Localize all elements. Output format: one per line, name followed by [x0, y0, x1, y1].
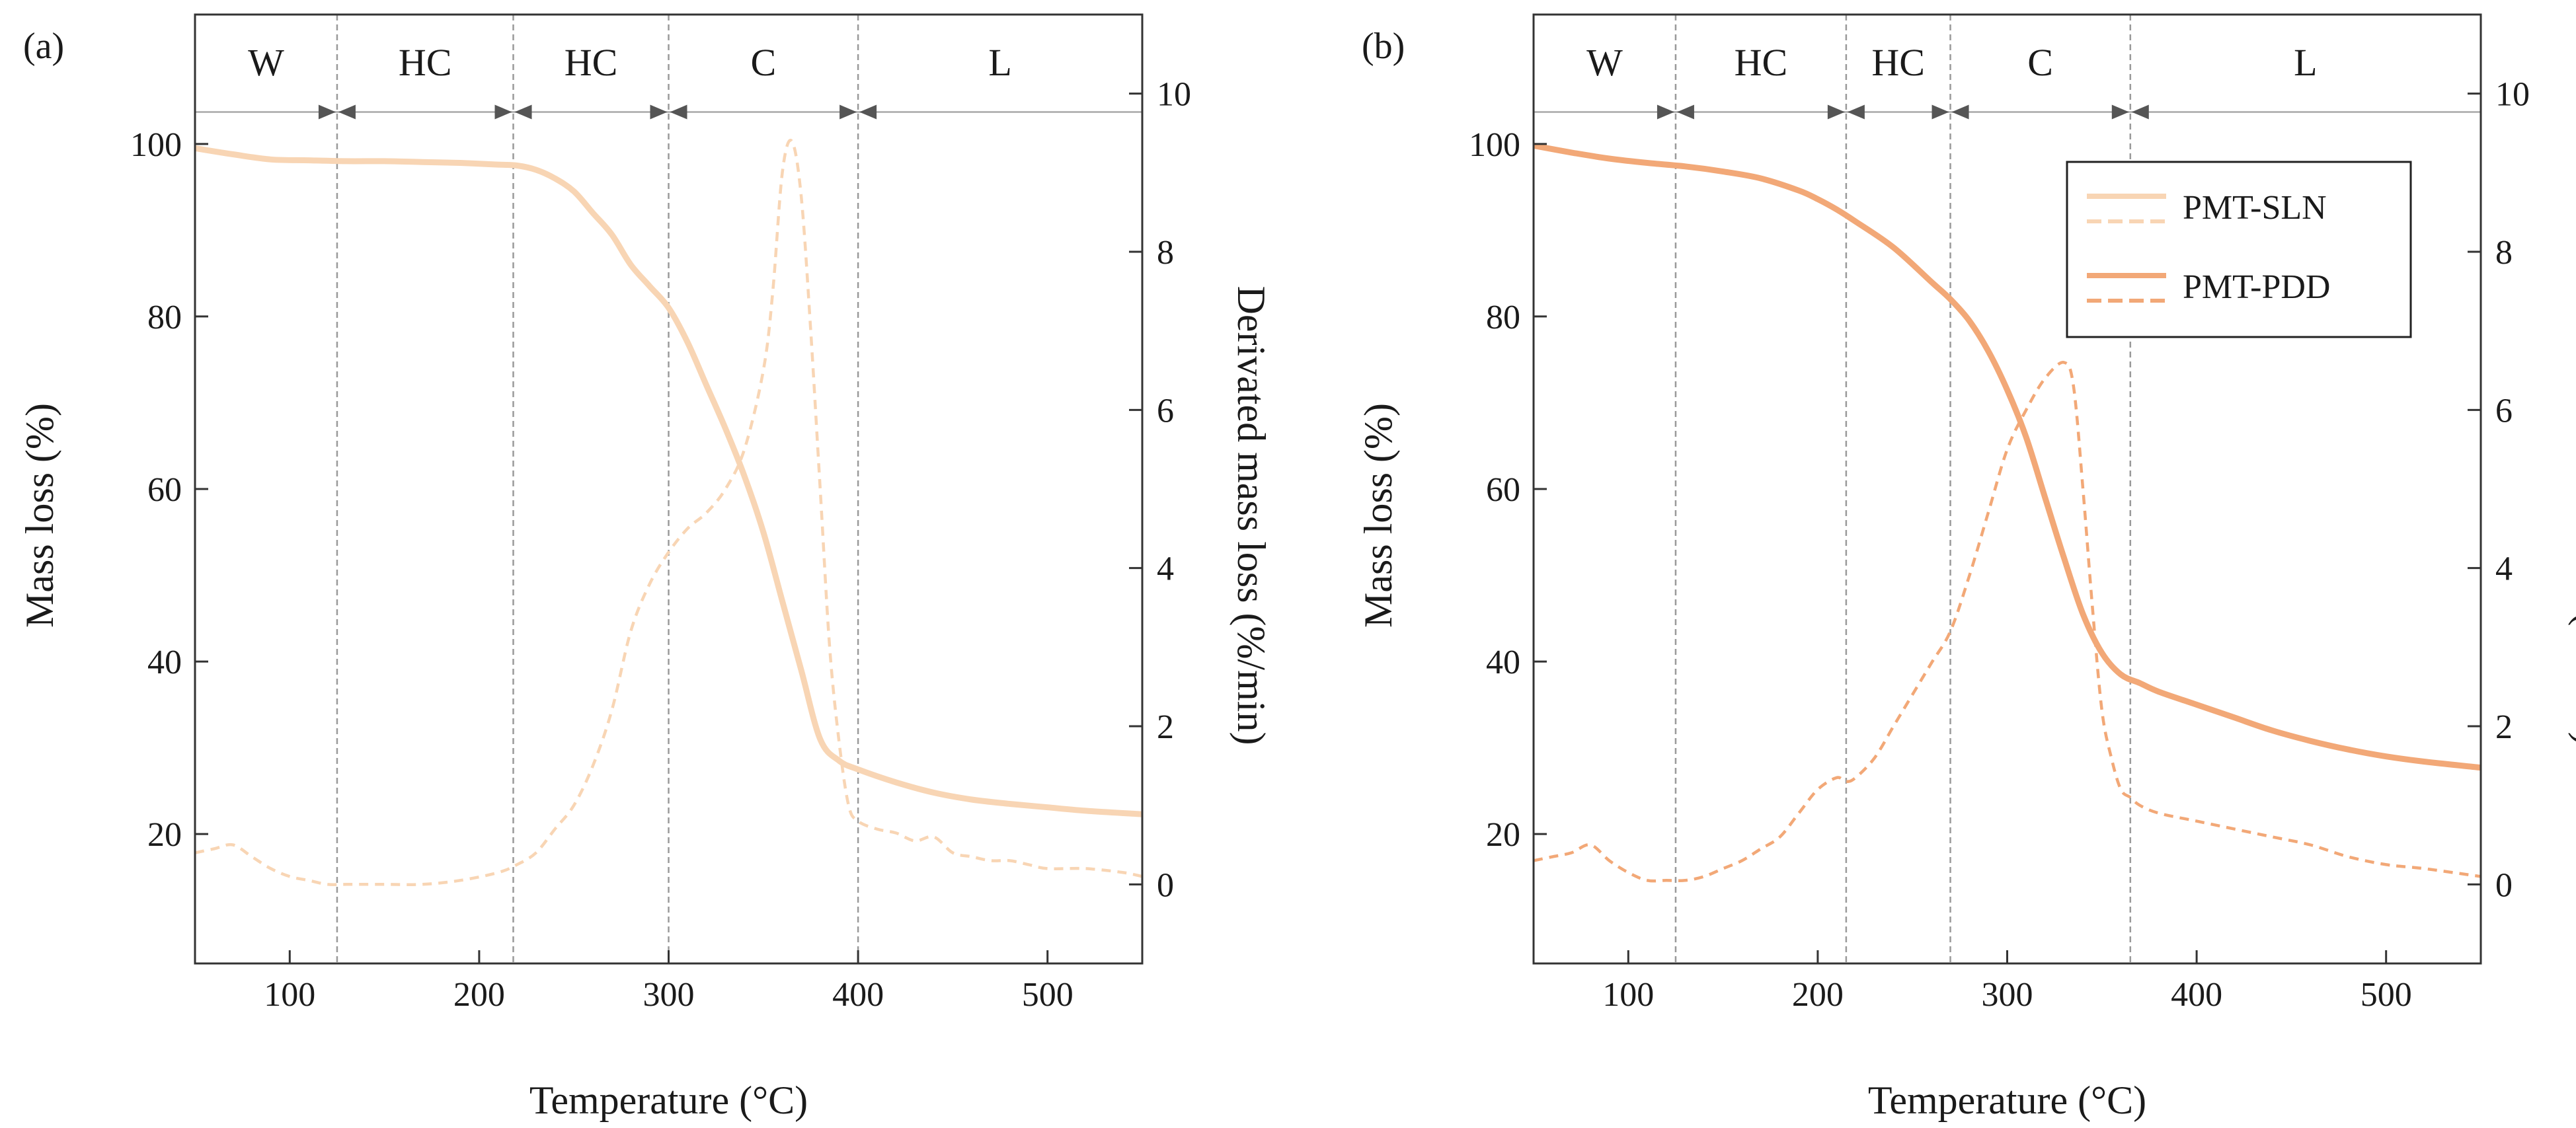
y-tick-label: 80: [1486, 299, 1520, 336]
legend-label: PMT-PDD: [2183, 268, 2331, 306]
mass-loss-line: [195, 145, 1142, 817]
y-tick-label: 40: [147, 644, 182, 681]
x-tick-label: 500: [1022, 976, 1073, 1014]
panel-label: (a): [23, 26, 64, 67]
x-tick-label: 300: [643, 976, 695, 1014]
y-tick-label: 100: [1469, 126, 1520, 164]
y2-tick-label: 4: [2495, 550, 2513, 588]
y2-tick-label: 8: [2495, 234, 2513, 272]
x-tick-label: 400: [832, 976, 884, 1014]
region-label: HC: [565, 41, 618, 84]
region-arrow-right: [1676, 104, 1694, 120]
legend-label: PMT-SLN: [2183, 189, 2327, 227]
legend: PMT-SLN PMT-PDD: [2066, 161, 2412, 338]
y2-tick-label: 4: [1157, 550, 1174, 588]
y2-tick-label: 0: [2495, 866, 2513, 904]
region-arrow-left: [1657, 104, 1674, 120]
region-arrow-left: [650, 104, 668, 120]
region-label: HC: [1735, 41, 1788, 84]
y-tick-label: 40: [1486, 644, 1520, 681]
panel-label: (b): [1362, 26, 1405, 67]
region-label: C: [2027, 41, 2053, 84]
region-arrow-left: [1827, 104, 1845, 120]
y2-tick-label: 6: [1157, 392, 1174, 430]
x-tick-label: 100: [264, 976, 315, 1014]
region-arrow-right: [514, 104, 532, 120]
region-arrow-right: [338, 104, 356, 120]
x-tick-label: 400: [2171, 976, 2222, 1014]
region-label: C: [750, 41, 776, 84]
region-arrow-left: [2111, 104, 2129, 120]
y2-tick-label: 8: [1157, 234, 1174, 272]
x-tick-label: 200: [453, 976, 505, 1014]
region-arrow-right: [1847, 104, 1865, 120]
y2-tick-label: 2: [2495, 708, 2513, 746]
y-tick-label: 100: [130, 126, 182, 164]
x-axis-title: Temperature (°C): [529, 1078, 808, 1122]
y-tick-label: 20: [147, 816, 182, 854]
y2-tick-label: 0: [1157, 866, 1174, 904]
region-arrow-left: [318, 104, 336, 120]
y-tick-label: 20: [1486, 816, 1520, 854]
y-tick-label: 80: [147, 299, 182, 336]
y2-axis-title: Derivated mass loss (%/min): [2568, 286, 2576, 745]
mass-loss-line: [1534, 142, 2481, 771]
region-arrow-right: [2131, 104, 2149, 120]
y-tick-label: 60: [1486, 471, 1520, 509]
x-tick-label: 100: [1602, 976, 1654, 1014]
region-label: W: [248, 41, 284, 84]
region-label: HC: [399, 41, 452, 84]
y2-axis-title: Derivated mass loss (%/min): [1229, 286, 1273, 745]
region-arrow-left: [1932, 104, 1949, 120]
panel-a: W HC HC C L 100 200 300 400 500 20 40 60 80 100 0 2 4 6 8 10…: [18, 13, 1273, 1122]
x-tick-label: 300: [1982, 976, 2033, 1014]
region-label: L: [988, 41, 1011, 84]
x-tick-label: 200: [1792, 976, 1844, 1014]
region-label: L: [2294, 41, 2317, 84]
region-arrow-right: [670, 104, 687, 120]
x-tick-label: 500: [2361, 976, 2412, 1014]
y-axis-title: Mass loss (%): [1356, 403, 1400, 628]
region-arrow-left: [839, 104, 857, 120]
y2-tick-label: 6: [2495, 392, 2513, 430]
panel-b: W HC HC C L 100 200 300 400 500 20 40 60 80 100 0 2 4 6 8 10…: [1356, 13, 2576, 1122]
y2-tick-label: 10: [1157, 76, 1191, 114]
y2-tick-label: 2: [1157, 708, 1174, 746]
region-arrow-left: [494, 104, 512, 120]
x-axis-title: Temperature (°C): [1868, 1078, 2146, 1122]
y-tick-label: 60: [147, 471, 182, 509]
region-arrow-right: [859, 104, 877, 120]
legend-box: [2066, 161, 2412, 338]
y-axis-title: Mass loss (%): [18, 403, 61, 628]
region-label: HC: [1871, 41, 1925, 84]
region-arrow-right: [1951, 104, 1969, 120]
region-label: W: [1586, 41, 1623, 84]
y2-tick-label: 10: [2495, 76, 2530, 114]
derivative-line: [1534, 361, 2481, 883]
